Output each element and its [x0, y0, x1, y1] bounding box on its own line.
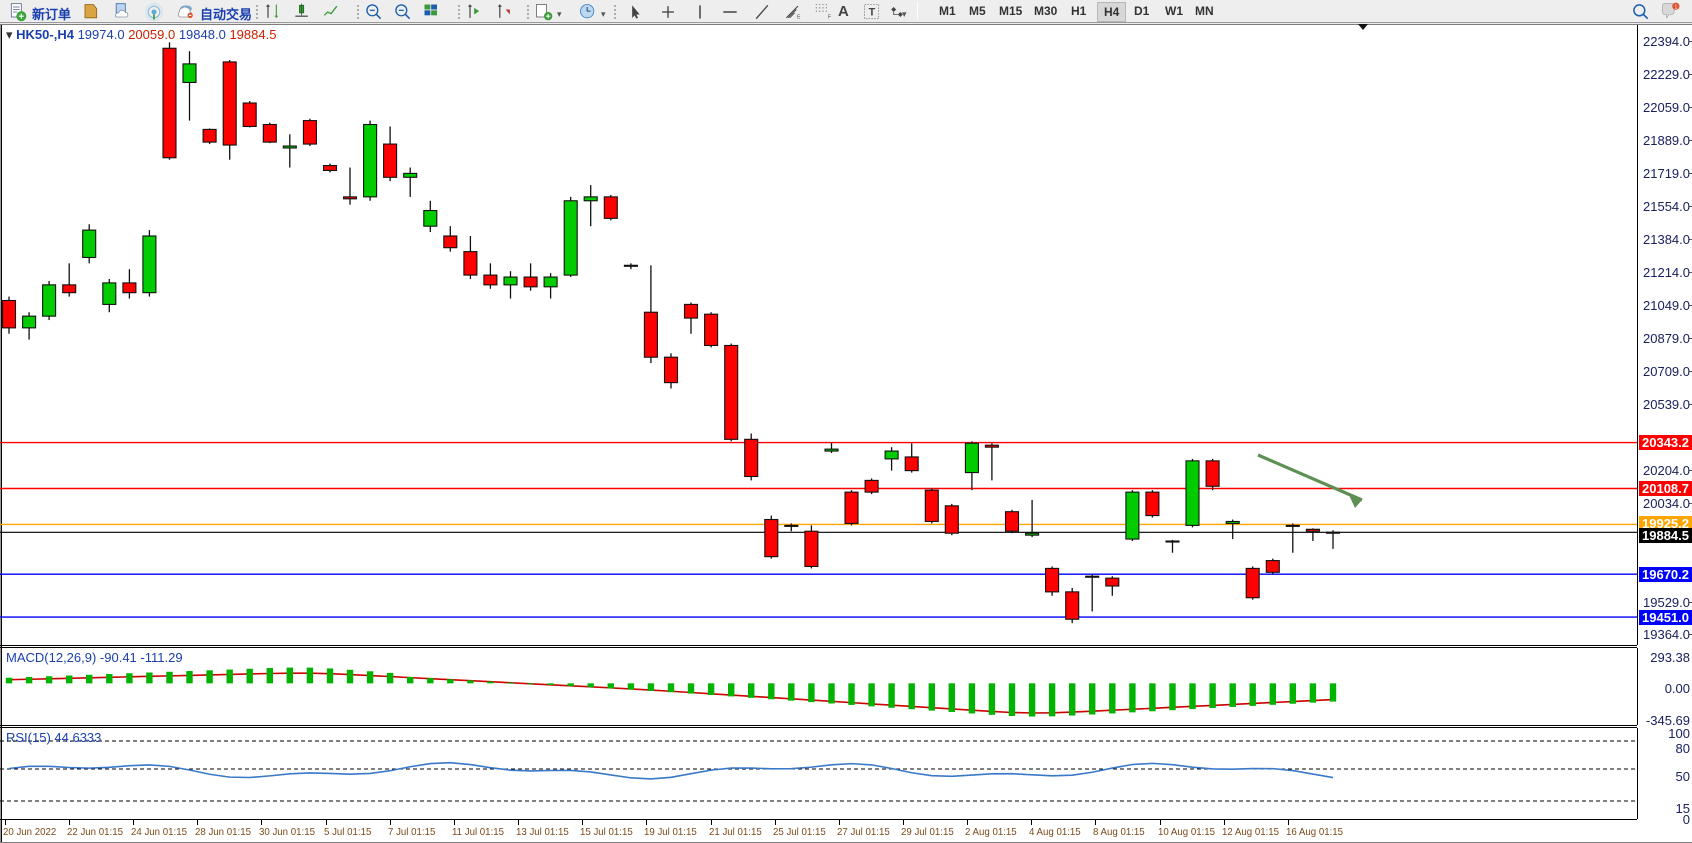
- svg-text:E: E: [797, 15, 801, 21]
- svg-text:1: 1: [1674, 4, 1677, 10]
- svg-text:F: F: [828, 15, 831, 21]
- svg-text:T: T: [869, 6, 876, 18]
